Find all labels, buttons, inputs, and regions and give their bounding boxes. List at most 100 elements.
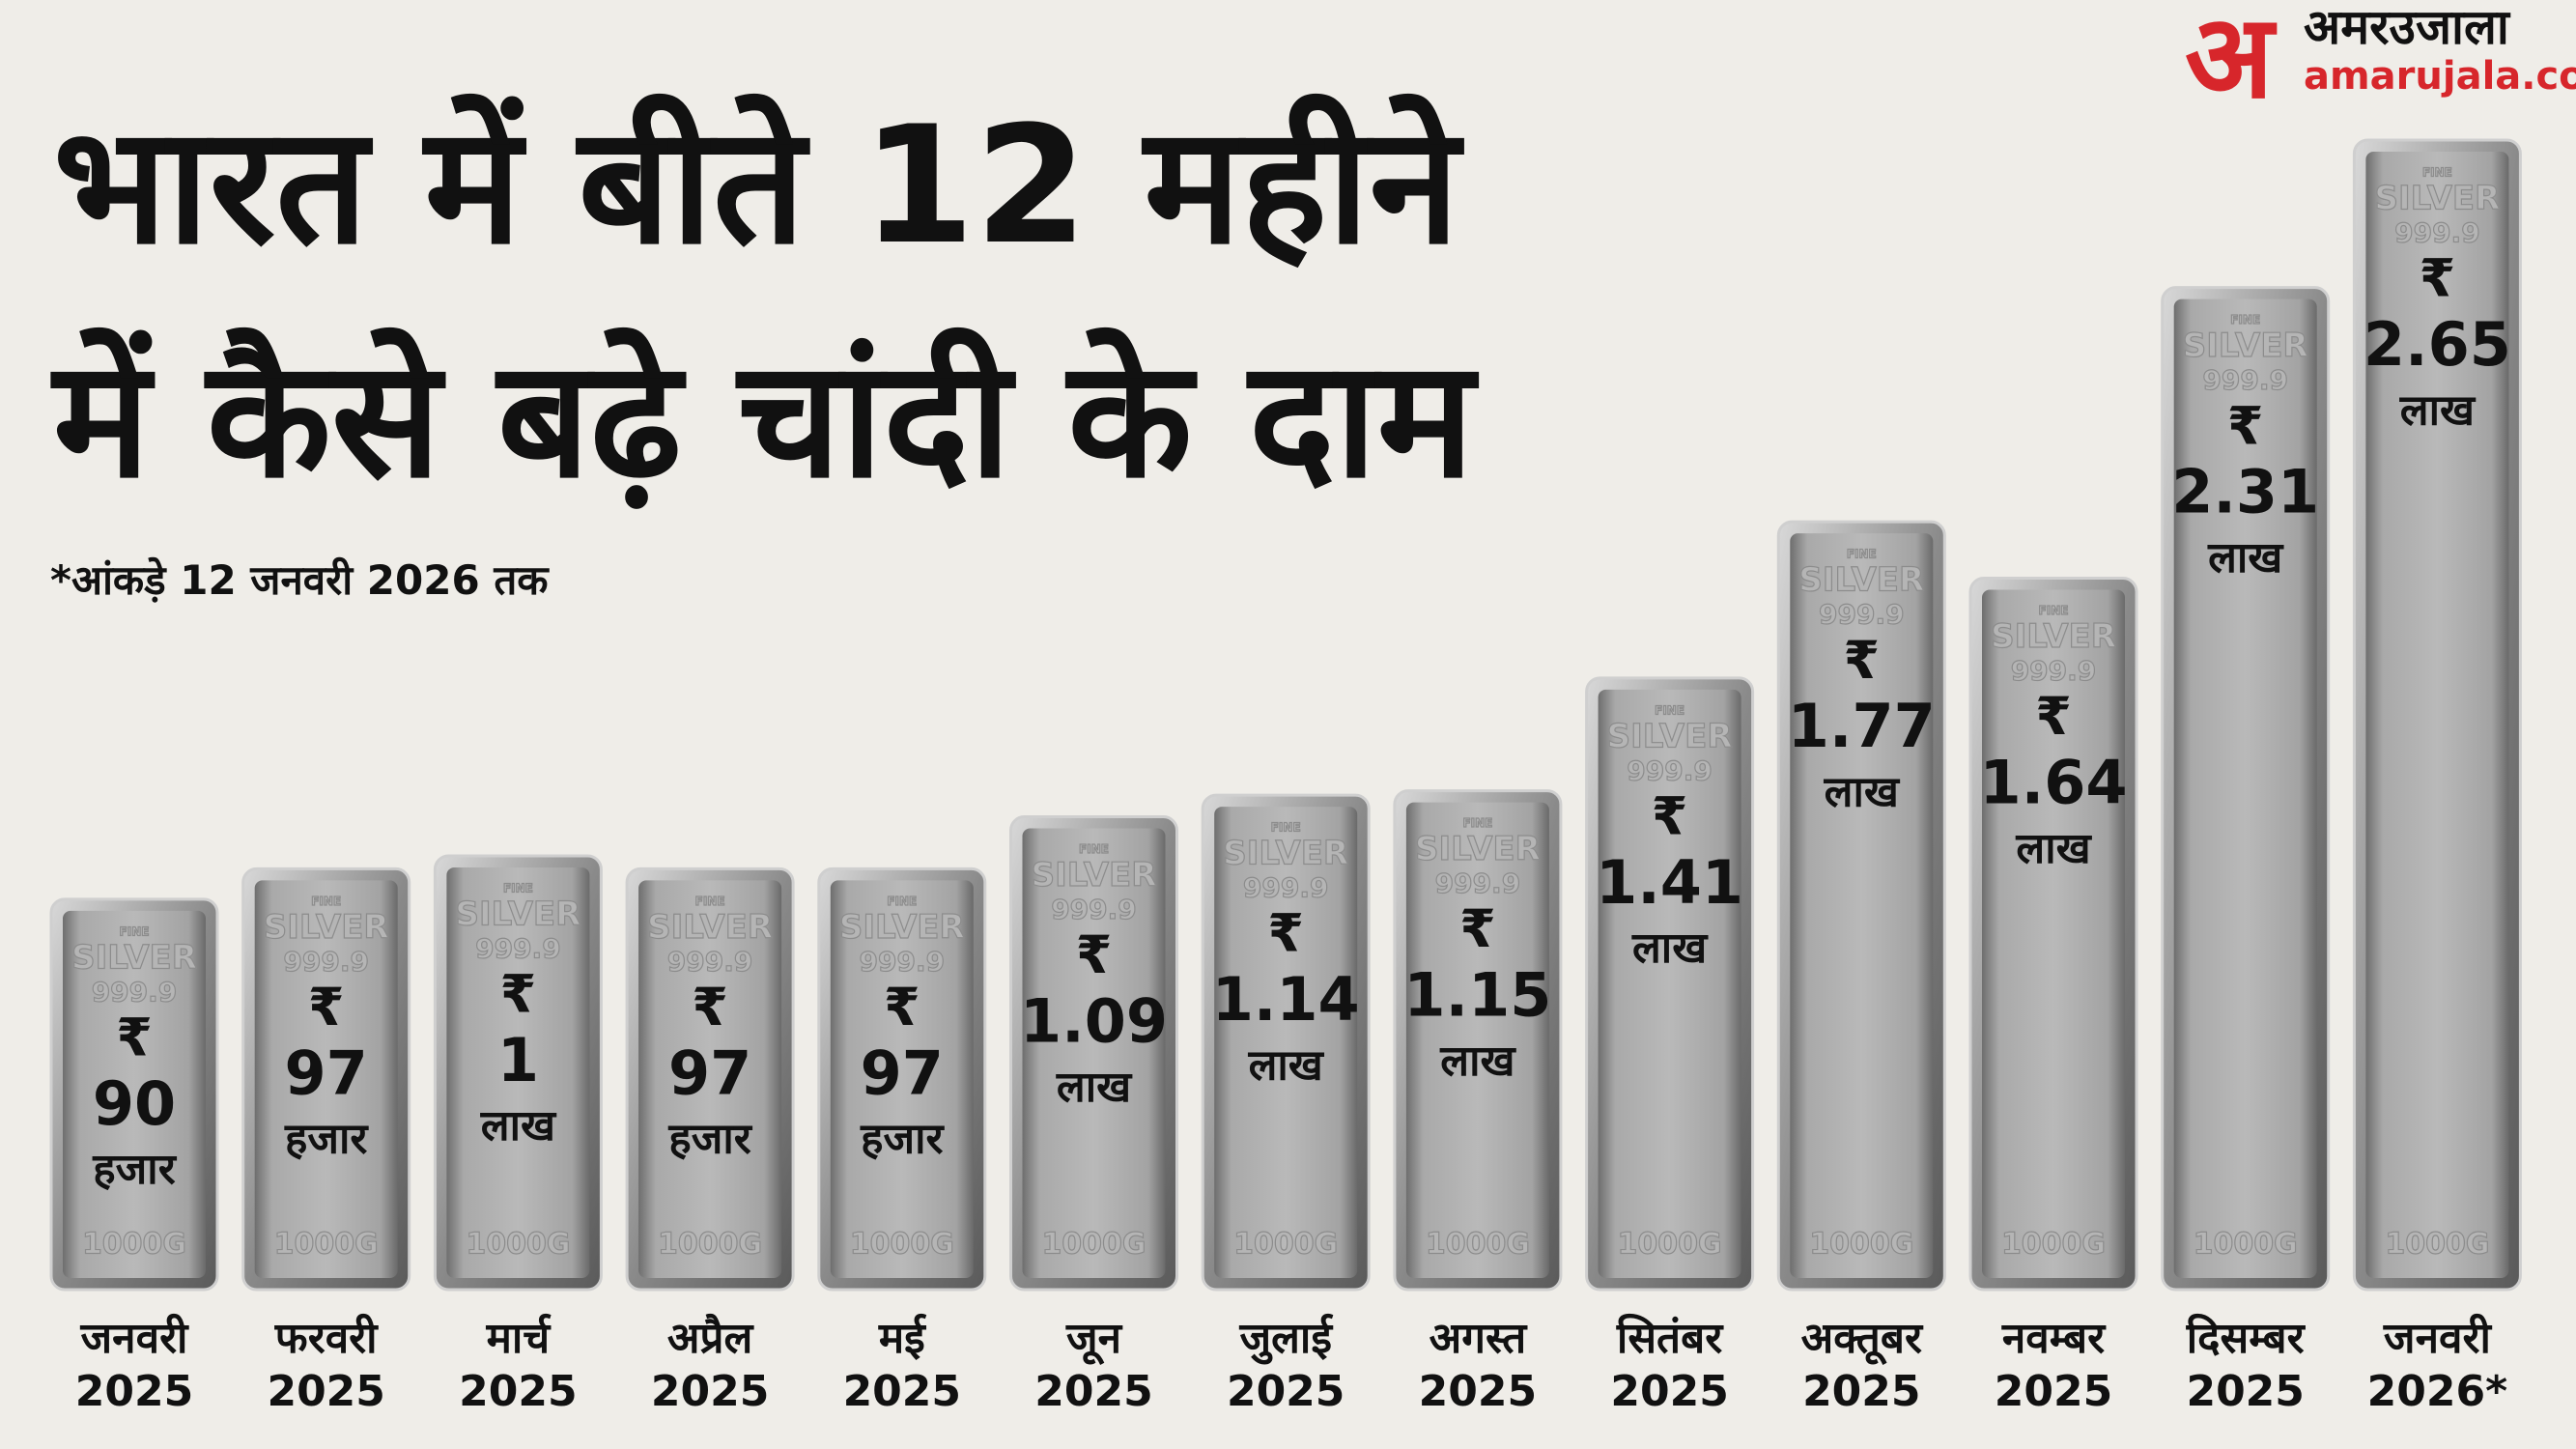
footnote: *आंकड़े 12 जनवरी 2026 तक xyxy=(50,556,550,604)
stamp-purity: 999.9 xyxy=(2202,364,2288,396)
stamp-brand: SILVER xyxy=(2374,179,2500,217)
value-unit: हजार xyxy=(284,1115,369,1164)
value-label: 97 xyxy=(861,1037,944,1108)
bar-face xyxy=(2173,298,2317,1278)
x-tick-label: मार्च xyxy=(486,1313,552,1363)
currency-label: ₹ xyxy=(884,977,920,1037)
stamp-brand: SILVER xyxy=(1991,617,2116,656)
stamp-fine: FINE xyxy=(1847,548,1877,561)
stamp-purity: 999.9 xyxy=(2394,216,2480,248)
bar-face xyxy=(638,880,782,1278)
x-tick-year: 2025 xyxy=(75,1367,193,1416)
value-unit: लाख xyxy=(2207,533,2284,582)
stamp-purity: 999.9 xyxy=(92,976,178,1008)
stamp-brand: SILVER xyxy=(839,908,965,947)
stamp-fine: FINE xyxy=(1271,820,1301,834)
stamp-fine: FINE xyxy=(887,895,917,908)
bar-face xyxy=(830,880,974,1278)
stamp-purity: 999.9 xyxy=(1435,867,1521,899)
bar-face xyxy=(1790,533,1934,1278)
value-unit: हजार xyxy=(860,1115,945,1164)
logo-site: amarujala.com xyxy=(2304,54,2576,99)
currency-label: ₹ xyxy=(1076,924,1113,985)
value-unit: लाख xyxy=(1824,767,1901,816)
stamp-weight: 1000G xyxy=(466,1228,570,1262)
x-tick-year: 2025 xyxy=(459,1367,577,1416)
stamp-brand: SILVER xyxy=(1798,561,1924,600)
bar-face xyxy=(1982,589,2125,1278)
currency-label: ₹ xyxy=(1459,898,1496,959)
currency-label: ₹ xyxy=(308,977,345,1037)
x-tick-year: 2025 xyxy=(1610,1367,1728,1416)
x-tick-label: अप्रैल xyxy=(667,1313,755,1363)
bar-face xyxy=(446,867,590,1278)
value-label: 1.41 xyxy=(1596,847,1743,918)
stamp-fine: FINE xyxy=(311,895,341,908)
value-label: 1.77 xyxy=(1788,691,1936,761)
value-unit: लाख xyxy=(1056,1063,1133,1112)
currency-label: ₹ xyxy=(2227,395,2264,456)
stamp-weight: 1000G xyxy=(82,1228,186,1262)
value-unit: लाख xyxy=(480,1101,557,1151)
value-label: 1.64 xyxy=(1980,748,2128,818)
x-tick-year: 2025 xyxy=(843,1367,961,1416)
stamp-fine: FINE xyxy=(2230,313,2260,327)
stamp-purity: 999.9 xyxy=(1051,894,1137,925)
stamp-purity: 999.9 xyxy=(667,946,753,978)
x-tick-label: जनवरी xyxy=(80,1313,190,1363)
value-label: 1.09 xyxy=(1020,986,1168,1057)
stamp-purity: 999.9 xyxy=(283,946,369,978)
value-unit: लाख xyxy=(1631,923,1709,973)
stamp-fine: FINE xyxy=(1079,842,1109,856)
bar-face xyxy=(1214,807,1358,1278)
stamp-fine: FINE xyxy=(695,895,725,908)
stamp-brand: SILVER xyxy=(71,938,197,977)
x-tick-label: जून xyxy=(1065,1314,1123,1366)
stamp-weight: 1000G xyxy=(1809,1228,1913,1262)
currency-label: ₹ xyxy=(500,964,537,1025)
x-tick-year: 2025 xyxy=(1419,1367,1537,1416)
value-label: 1.15 xyxy=(1403,960,1551,1031)
stamp-purity: 999.9 xyxy=(860,946,946,978)
x-tick-year: 2025 xyxy=(1227,1367,1345,1416)
stamp-fine: FINE xyxy=(503,881,533,895)
x-tick-label: नवम्बर xyxy=(2001,1314,2107,1363)
value-label: 1 xyxy=(497,1025,539,1095)
currency-label: ₹ xyxy=(1652,785,1688,846)
logo-mark: अ xyxy=(2185,0,2278,125)
currency-label: ₹ xyxy=(692,977,728,1037)
stamp-brand: SILVER xyxy=(1223,835,1348,873)
x-tick-year: 2025 xyxy=(1995,1367,2112,1416)
stamp-purity: 999.9 xyxy=(475,932,561,964)
stamp-purity: 999.9 xyxy=(1243,872,1329,904)
value-unit: हजार xyxy=(92,1145,177,1194)
stamp-fine: FINE xyxy=(1462,816,1492,830)
bar-face xyxy=(63,910,206,1278)
stamp-fine: FINE xyxy=(1655,703,1684,717)
stamp-weight: 1000G xyxy=(1041,1228,1146,1262)
value-unit: लाख xyxy=(2015,824,2092,873)
stamp-fine: FINE xyxy=(2422,165,2452,179)
value-label: 97 xyxy=(668,1037,751,1108)
x-tick-label: अगस्त xyxy=(1430,1314,1529,1363)
stamp-purity: 999.9 xyxy=(1627,754,1713,786)
x-tick-label: दिसम्बर xyxy=(2186,1313,2307,1363)
stamp-brand: SILVER xyxy=(455,895,580,933)
value-label: 2.31 xyxy=(2171,457,2319,527)
bar-face xyxy=(1405,802,1549,1278)
stamp-weight: 1000G xyxy=(850,1228,954,1262)
chart-title: भारत में बीते 12 महीने xyxy=(53,91,1465,280)
x-tick-year: 2025 xyxy=(1034,1367,1152,1416)
stamp-fine: FINE xyxy=(2039,604,2069,617)
x-tick-label: जनवरी xyxy=(2383,1313,2493,1363)
x-tick-year: 2025 xyxy=(2186,1367,2304,1416)
stamp-fine: FINE xyxy=(120,924,150,938)
stamp-weight: 1000G xyxy=(1233,1228,1338,1262)
stamp-brand: SILVER xyxy=(2183,327,2308,365)
value-unit: लाख xyxy=(1439,1037,1516,1086)
stamp-brand: SILVER xyxy=(264,908,389,947)
x-tick-label: जुलाई xyxy=(1238,1313,1334,1365)
stamp-brand: SILVER xyxy=(1032,856,1157,895)
stamp-brand: SILVER xyxy=(1415,830,1541,868)
